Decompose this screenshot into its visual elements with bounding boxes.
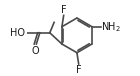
Text: F: F xyxy=(76,65,81,75)
Text: HO: HO xyxy=(10,28,25,38)
Text: F: F xyxy=(61,5,66,15)
Text: O: O xyxy=(32,46,39,56)
Text: NH$_2$: NH$_2$ xyxy=(101,20,121,34)
